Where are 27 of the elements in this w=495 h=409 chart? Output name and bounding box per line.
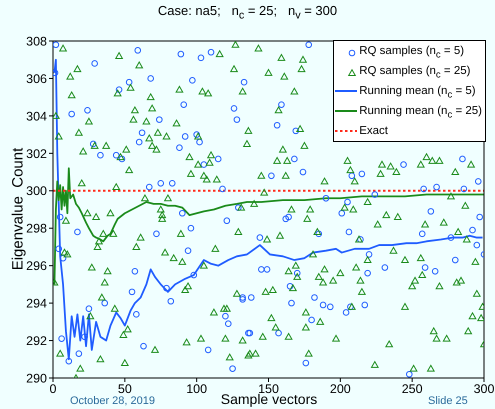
x-tick-label: 0 <box>50 382 57 396</box>
x-tick-label: 150 <box>258 382 279 396</box>
y-tick-label: 290 <box>26 371 48 386</box>
y-tick-label: 306 <box>26 72 48 86</box>
text: October 28, 2019 <box>70 395 156 407</box>
legend-label: RQ samples (n$_{c}$ = 5) <box>359 44 464 61</box>
y-tick-label: 298 <box>26 222 48 236</box>
legend-label: Running mean (n$_{c}$ = 25) <box>359 104 482 121</box>
chart-title: Case: na5; n$_{c}$ = 25; n$_{v}$ = 300 <box>156 3 338 22</box>
y-tick-label: 296 <box>26 259 48 274</box>
y-tick-label: 300 <box>26 184 48 198</box>
x-tick-label: 50 <box>118 382 132 396</box>
y-tick-label: 294 <box>26 296 48 311</box>
line-series <box>54 167 484 286</box>
y-tick-label: 302 <box>26 146 48 161</box>
legend-label: Running mean (n$_{c}$ = 5) <box>359 84 476 101</box>
y-tick-label: 308 <box>26 34 48 48</box>
x-tick-label: 200 <box>330 382 351 396</box>
legend-label: RQ samples (n$_{c}$ = 25) <box>359 64 470 81</box>
y-axis-title: Eigenvalue Count <box>10 148 26 270</box>
legend-label: Exact <box>359 124 388 139</box>
y-tick-label: 292 <box>26 334 48 348</box>
x-tick-label: 300 <box>474 382 494 396</box>
y-tick-label: 304 <box>26 109 48 124</box>
x-tick-label: 100 <box>186 382 208 396</box>
text: Slide 25 <box>428 395 468 407</box>
x-tick-label: 250 <box>402 382 423 396</box>
